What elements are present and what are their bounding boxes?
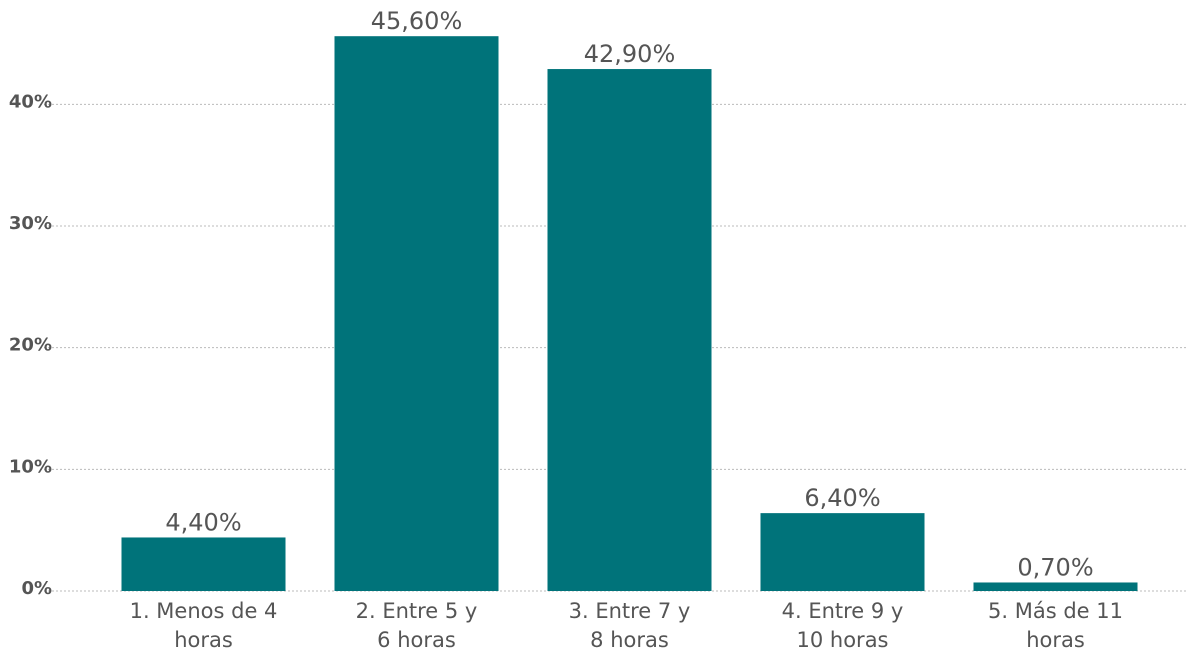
- y-tick-label: 30%: [9, 213, 52, 234]
- value-label: 6,40%: [804, 484, 880, 512]
- x-tick-label: 5. Más de 11 horas: [988, 599, 1123, 652]
- value-label: 45,60%: [371, 7, 463, 35]
- bar: [121, 537, 286, 591]
- bar: [760, 513, 925, 591]
- x-tick-label: 4. Entre 9 y 10 horas: [781, 599, 904, 652]
- y-tick-label: 10%: [9, 456, 52, 477]
- x-tick-label: 3. Entre 7 y 8 horas: [568, 599, 691, 652]
- value-label: 42,90%: [584, 40, 676, 68]
- bar: [973, 582, 1138, 591]
- x-tick-label: 1. Menos de 4 horas: [129, 599, 278, 652]
- value-label: 0,70%: [1017, 553, 1093, 581]
- y-tick-label: 0%: [21, 578, 52, 599]
- bar: [547, 69, 712, 592]
- x-tick-label: 2. Entre 5 y 6 horas: [355, 599, 478, 652]
- y-tick-label: 20%: [9, 335, 52, 356]
- bar: [334, 36, 499, 591]
- value-label: 4,40%: [165, 508, 241, 536]
- y-tick-label: 40%: [9, 91, 52, 112]
